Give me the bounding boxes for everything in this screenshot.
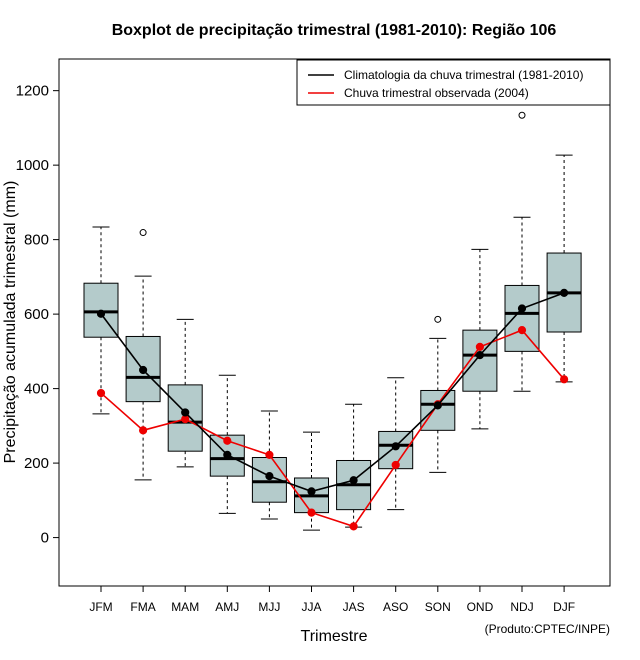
credit-text: (Produto:CPTEC/INPE) (485, 622, 610, 636)
x-tick-label: JJA (301, 600, 321, 614)
x-tick-label: ASO (383, 600, 408, 614)
boxplot-ndj (504, 111, 540, 392)
data-point (265, 472, 274, 481)
x-tick-label: DJF (553, 600, 575, 614)
series-climatology (96, 288, 569, 496)
x-tick-label: JFM (89, 600, 112, 614)
data-point (433, 401, 442, 410)
data-point (349, 522, 358, 531)
y-tick-label: 600 (24, 306, 49, 323)
data-point (265, 450, 274, 460)
y-axis-label: Precipitação acumulada trimestral (mm) (2, 181, 19, 464)
data-point (560, 375, 569, 384)
data-point (181, 415, 190, 424)
y-tick-label: 400 (24, 381, 49, 398)
data-point (475, 350, 484, 360)
legend-box (296, 59, 611, 106)
outlier-point (518, 111, 526, 119)
x-tick-label: JAS (343, 600, 365, 614)
data-point (139, 426, 148, 435)
data-point (139, 365, 148, 375)
plot-area-frame (58, 58, 611, 587)
series-line-climatology (100, 292, 565, 493)
series-lines (96, 288, 569, 531)
boxplot-mjj (251, 410, 287, 520)
data-point (349, 476, 358, 485)
data-point (223, 436, 232, 445)
data-point (307, 508, 316, 517)
data-point (517, 326, 527, 335)
legend-label: Climatologia da chuva trimestral (1981-2… (344, 68, 583, 82)
y-tick-label: 1200 (16, 83, 49, 100)
x-tick-label: SON (425, 600, 451, 614)
box-iqr (462, 329, 498, 392)
data-point (96, 388, 106, 398)
outlier-point (139, 229, 147, 237)
x-axis-label: Trimestre (301, 628, 368, 645)
boxplot-son (420, 315, 456, 473)
box-iqr (504, 284, 540, 352)
data-point (223, 450, 232, 460)
data-point (560, 288, 569, 297)
data-point (475, 342, 484, 351)
outlier-point (434, 315, 442, 323)
boxplot-djf (546, 154, 582, 383)
x-tick-label: MJJ (258, 600, 280, 614)
data-point (391, 442, 400, 451)
boxplots (83, 111, 582, 531)
y-tick-label: 0 (41, 530, 49, 547)
x-tick-label: NDJ (510, 600, 533, 614)
y-tick-label: 800 (24, 232, 49, 249)
box-iqr (420, 389, 456, 431)
data-point (391, 460, 400, 470)
y-axis: 0 200 400 600 800 1000 1200 (16, 83, 59, 547)
x-tick-label: FMA (130, 600, 155, 614)
x-axis: JFM FMA MAM AMJ MJJ JJA JAS ASO SON OND NDJ DJF (89, 586, 575, 614)
x-tick-label: MAM (171, 600, 199, 614)
data-point (517, 304, 527, 313)
x-tick-label: AMJ (215, 600, 239, 614)
boxplot-ond (462, 248, 498, 430)
chart-title: Boxplot de precipitação trimestral (1981… (112, 22, 557, 39)
data-point (181, 408, 190, 417)
boxplot-mam (167, 318, 203, 468)
data-point (307, 487, 316, 496)
y-tick-label: 1000 (16, 157, 49, 174)
data-point (96, 309, 106, 318)
legend: Climatologia da chuva trimestral (1981-2… (296, 59, 611, 106)
legend-label: Chuva trimestral observada (2004) (344, 86, 529, 100)
x-tick-label: OND (467, 600, 494, 614)
series-line-observed-2004 (100, 329, 565, 528)
boxplot-jfm (83, 226, 119, 415)
y-tick-label: 200 (24, 455, 49, 472)
